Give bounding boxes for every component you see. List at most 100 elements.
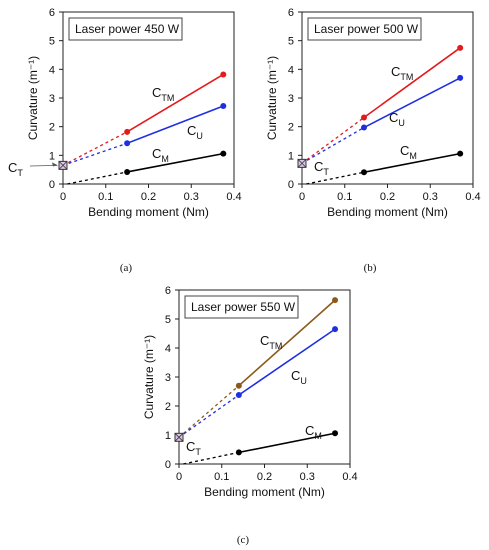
x-tick-label: 0.2 — [380, 191, 395, 203]
x-tick-label: 0.4 — [465, 191, 480, 203]
ct-arrow — [29, 164, 58, 167]
series-line-tm — [126, 73, 224, 133]
data-point-m — [124, 168, 131, 175]
series-line-m — [363, 152, 461, 174]
data-point-u — [332, 326, 339, 333]
y-tick-label: 5 — [49, 36, 55, 48]
y-tick-label: 2 — [288, 122, 294, 134]
y-tick-label: 0 — [288, 179, 294, 191]
y-tick-label: 6 — [288, 7, 294, 19]
data-point-m — [235, 449, 242, 456]
data-point-m — [457, 150, 464, 157]
curve-label-u: CU — [187, 123, 203, 141]
series-dashed-m — [306, 171, 365, 185]
data-point-m — [220, 150, 227, 157]
data-point-tm — [220, 71, 227, 78]
ct-marker-cross — [58, 161, 68, 170]
y-tick-label: 0 — [165, 459, 171, 471]
x-tick-label: 0.4 — [342, 471, 357, 483]
y-tick-label: 6 — [49, 7, 55, 19]
y-tick-label: 5 — [288, 36, 294, 48]
series-dashed-m — [67, 171, 128, 185]
power-label-box — [307, 17, 422, 41]
y-tick-label: 3 — [288, 93, 294, 105]
x-axis-label: Bending moment (Nm) — [204, 485, 325, 499]
y-axis-label: Curvature (m⁻¹) — [142, 335, 156, 419]
x-tick-label: 0 — [60, 191, 66, 203]
data-point-m — [360, 169, 367, 176]
series-dashed-m — [183, 451, 239, 465]
x-tick-label: 0.1 — [214, 471, 229, 483]
ct-label: CT — [8, 160, 23, 178]
series-line-m — [238, 432, 336, 454]
y-tick-label: 4 — [49, 64, 55, 76]
power-label: Laser power 500 W — [314, 22, 419, 36]
series-dashed-u — [62, 142, 128, 166]
chart-panel-c: 0 1 2 3 4 5 6 0 0.1 0.2 0.3 0.4 Bending moment (Nm) C… — [142, 285, 358, 546]
series-dashed-tm — [301, 116, 365, 164]
y-tick-label: 4 — [288, 64, 294, 76]
series-dashed-u — [301, 126, 365, 164]
curve-label-m: CM — [400, 143, 417, 161]
series-dashed-u — [178, 394, 240, 438]
curve-label-u: CU — [291, 368, 307, 386]
x-tick-label: 0.2 — [257, 471, 272, 483]
curve-label-m: CM — [305, 423, 322, 441]
data-point-tm — [360, 114, 367, 121]
x-tick-label: 0 — [299, 191, 305, 203]
y-tick-label: 2 — [49, 122, 55, 134]
data-point-u — [220, 103, 227, 110]
x-tick-label: 0.3 — [184, 191, 199, 203]
y-tick-label: 2 — [165, 401, 171, 413]
data-point-tm — [124, 128, 131, 135]
y-axis-label: Curvature (m⁻¹) — [26, 56, 40, 140]
data-point-tm — [457, 44, 464, 51]
y-axis-label: Curvature (m⁻¹) — [265, 56, 279, 140]
curve-label-tm: CTM — [260, 333, 282, 351]
curve-label-tm: CTM — [391, 64, 413, 82]
ct-marker-cross — [174, 433, 184, 442]
ct-label: CT — [314, 159, 329, 177]
power-label-box — [68, 17, 183, 41]
data-point-tm — [235, 382, 242, 389]
curve-label-u: CU — [389, 110, 405, 128]
series-line-u — [126, 105, 224, 145]
x-tick-label: 0.4 — [226, 191, 241, 203]
y-tick-label: 1 — [165, 430, 171, 442]
ct-marker-cross — [297, 159, 307, 168]
power-label-box — [184, 295, 299, 319]
series-dashed-tm — [178, 385, 240, 438]
y-tick-label: 3 — [165, 372, 171, 384]
data-point-tm — [332, 297, 339, 304]
data-point-m — [332, 430, 339, 437]
power-label: Laser power 550 W — [191, 300, 296, 314]
series-line-u — [363, 77, 461, 129]
x-tick-label: 0.3 — [300, 471, 315, 483]
power-label: Laser power 450 W — [75, 22, 180, 36]
data-point-u — [457, 74, 464, 81]
x-tick-label: 0.1 — [98, 191, 113, 203]
series-line-tm — [363, 47, 461, 119]
data-point-u — [235, 391, 242, 398]
data-point-u — [360, 124, 367, 131]
series-line-tm — [238, 299, 336, 387]
panel-label: (a) — [120, 262, 133, 274]
panel-label: (b) — [364, 262, 377, 274]
series-line-u — [238, 328, 336, 396]
x-tick-label: 0 — [176, 471, 182, 483]
curve-label-tm: CTM — [152, 85, 174, 103]
panel-label: (c) — [237, 534, 250, 546]
x-axis-label: Bending moment (Nm) — [88, 205, 209, 219]
y-tick-label: 3 — [49, 93, 55, 105]
curve-label-m: CM — [152, 146, 169, 164]
y-tick-label: 5 — [165, 314, 171, 326]
y-tick-label: 0 — [49, 179, 55, 191]
ct-arrow-head — [52, 162, 58, 167]
series-line-m — [126, 152, 224, 173]
chart-panel-a: 0 1 2 3 4 5 6 0 0.1 0.2 0.3 0.4 Bending moment (Nm) C… — [8, 7, 242, 274]
series-dashed-tm — [62, 131, 128, 166]
x-tick-label: 0.1 — [337, 191, 352, 203]
chart-panel-b: 0 1 2 3 4 5 6 0 0.1 0.2 0.3 0.4 Bending moment (Nm) C… — [265, 7, 481, 274]
y-tick-label: 6 — [165, 285, 171, 297]
